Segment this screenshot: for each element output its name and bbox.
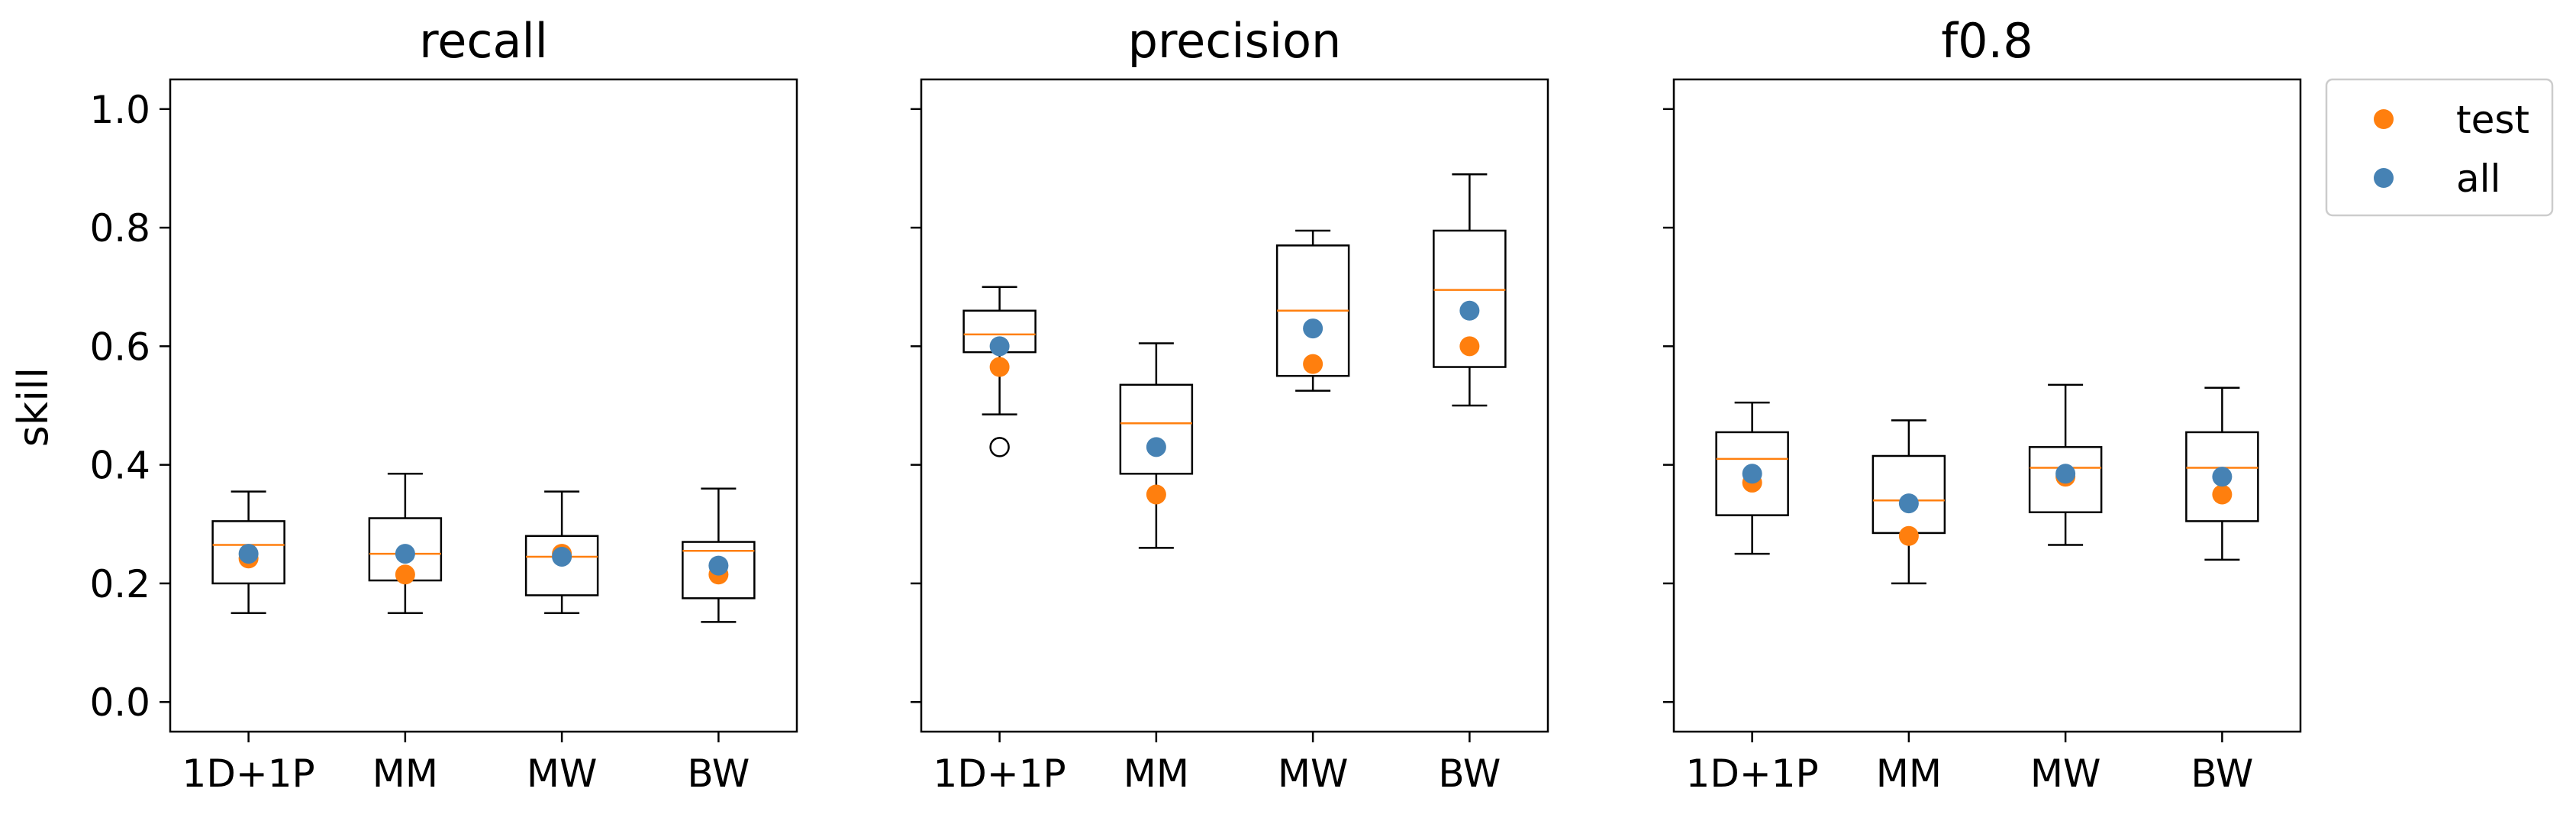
panel-1-box xyxy=(524,535,599,596)
panel-2-x-tick-label: BW xyxy=(1438,752,1501,796)
panel-2-test-point xyxy=(989,357,1010,377)
panel-2-all-point xyxy=(989,336,1010,357)
panel-3-box xyxy=(2028,446,2103,513)
panel-1-axes-frame xyxy=(169,78,798,733)
panel-2-x-tick-label: MW xyxy=(1278,752,1349,796)
panel-3-all-point xyxy=(2055,464,2076,484)
panel-2-title: precision xyxy=(1128,13,1342,69)
panel-2-test-point xyxy=(1459,336,1480,357)
panel-1-all-point xyxy=(238,544,259,564)
panel-1-x-tick-label: MM xyxy=(372,752,438,796)
panel-3-axes-frame xyxy=(1672,78,2302,733)
panel-1-title: recall xyxy=(419,13,548,69)
panel-2-test-point xyxy=(1146,484,1166,505)
panel-3-box xyxy=(2185,431,2259,522)
panel-1-box xyxy=(682,541,756,600)
panel-3-all-point xyxy=(1742,464,1762,484)
panel-3-test-point xyxy=(2212,484,2233,505)
panel-2-box xyxy=(1119,383,1194,475)
panel-1-x-tick-label: BW xyxy=(687,752,750,796)
panel-1-y-tick-label: 0.4 xyxy=(89,444,150,488)
panel-3-all-point xyxy=(2212,467,2233,487)
panel-3-title: f0.8 xyxy=(1941,13,2033,69)
panel-1-x-tick-label: 1D+1P xyxy=(182,752,315,796)
panel-1-all-point xyxy=(552,546,572,567)
panel-3-x-tick-label: MW xyxy=(2030,752,2101,796)
panel-1-y-tick-label: 1.0 xyxy=(89,88,150,132)
panel-3-box xyxy=(1715,431,1789,516)
panel-1-x-tick-label: MW xyxy=(527,752,598,796)
panel-2-x-tick-label: 1D+1P xyxy=(933,752,1066,796)
panel-3-test-point xyxy=(1898,525,1919,546)
panel-3-x-tick-label: MM xyxy=(1876,752,1942,796)
panel-2-test-point xyxy=(1303,354,1323,374)
panel-2-all-point xyxy=(1146,437,1166,457)
panel-1-test-point xyxy=(395,564,415,585)
panel-3-all-point xyxy=(1898,493,1919,514)
panel-2-outlier-point xyxy=(989,437,1010,457)
y-axis-label: skill xyxy=(9,367,57,447)
panel-3-x-tick-label: 1D+1P xyxy=(1686,752,1819,796)
panel-2-all-point xyxy=(1303,318,1323,339)
panel-1-all-point xyxy=(395,544,415,564)
legend-marker-test xyxy=(2374,109,2394,129)
panel-2-box xyxy=(1433,229,1507,368)
panel-1-box xyxy=(211,520,285,585)
panel-3-x-tick-label: BW xyxy=(2191,752,2253,796)
legend-label-test: test xyxy=(2456,98,2529,142)
panel-1-y-tick-label: 0.0 xyxy=(89,680,150,725)
panel-2-all-point xyxy=(1459,300,1480,321)
legend-label-all: all xyxy=(2456,157,2500,201)
legend-marker-all xyxy=(2374,168,2394,188)
panel-1-all-point xyxy=(708,555,729,576)
panel-1-y-tick-label: 0.6 xyxy=(89,325,150,369)
panel-1-y-tick-label: 0.2 xyxy=(89,562,150,606)
panel-2-x-tick-label: MM xyxy=(1124,752,1189,796)
panel-1-y-tick-label: 0.8 xyxy=(89,206,150,251)
panel-2-axes-frame xyxy=(920,78,1549,733)
